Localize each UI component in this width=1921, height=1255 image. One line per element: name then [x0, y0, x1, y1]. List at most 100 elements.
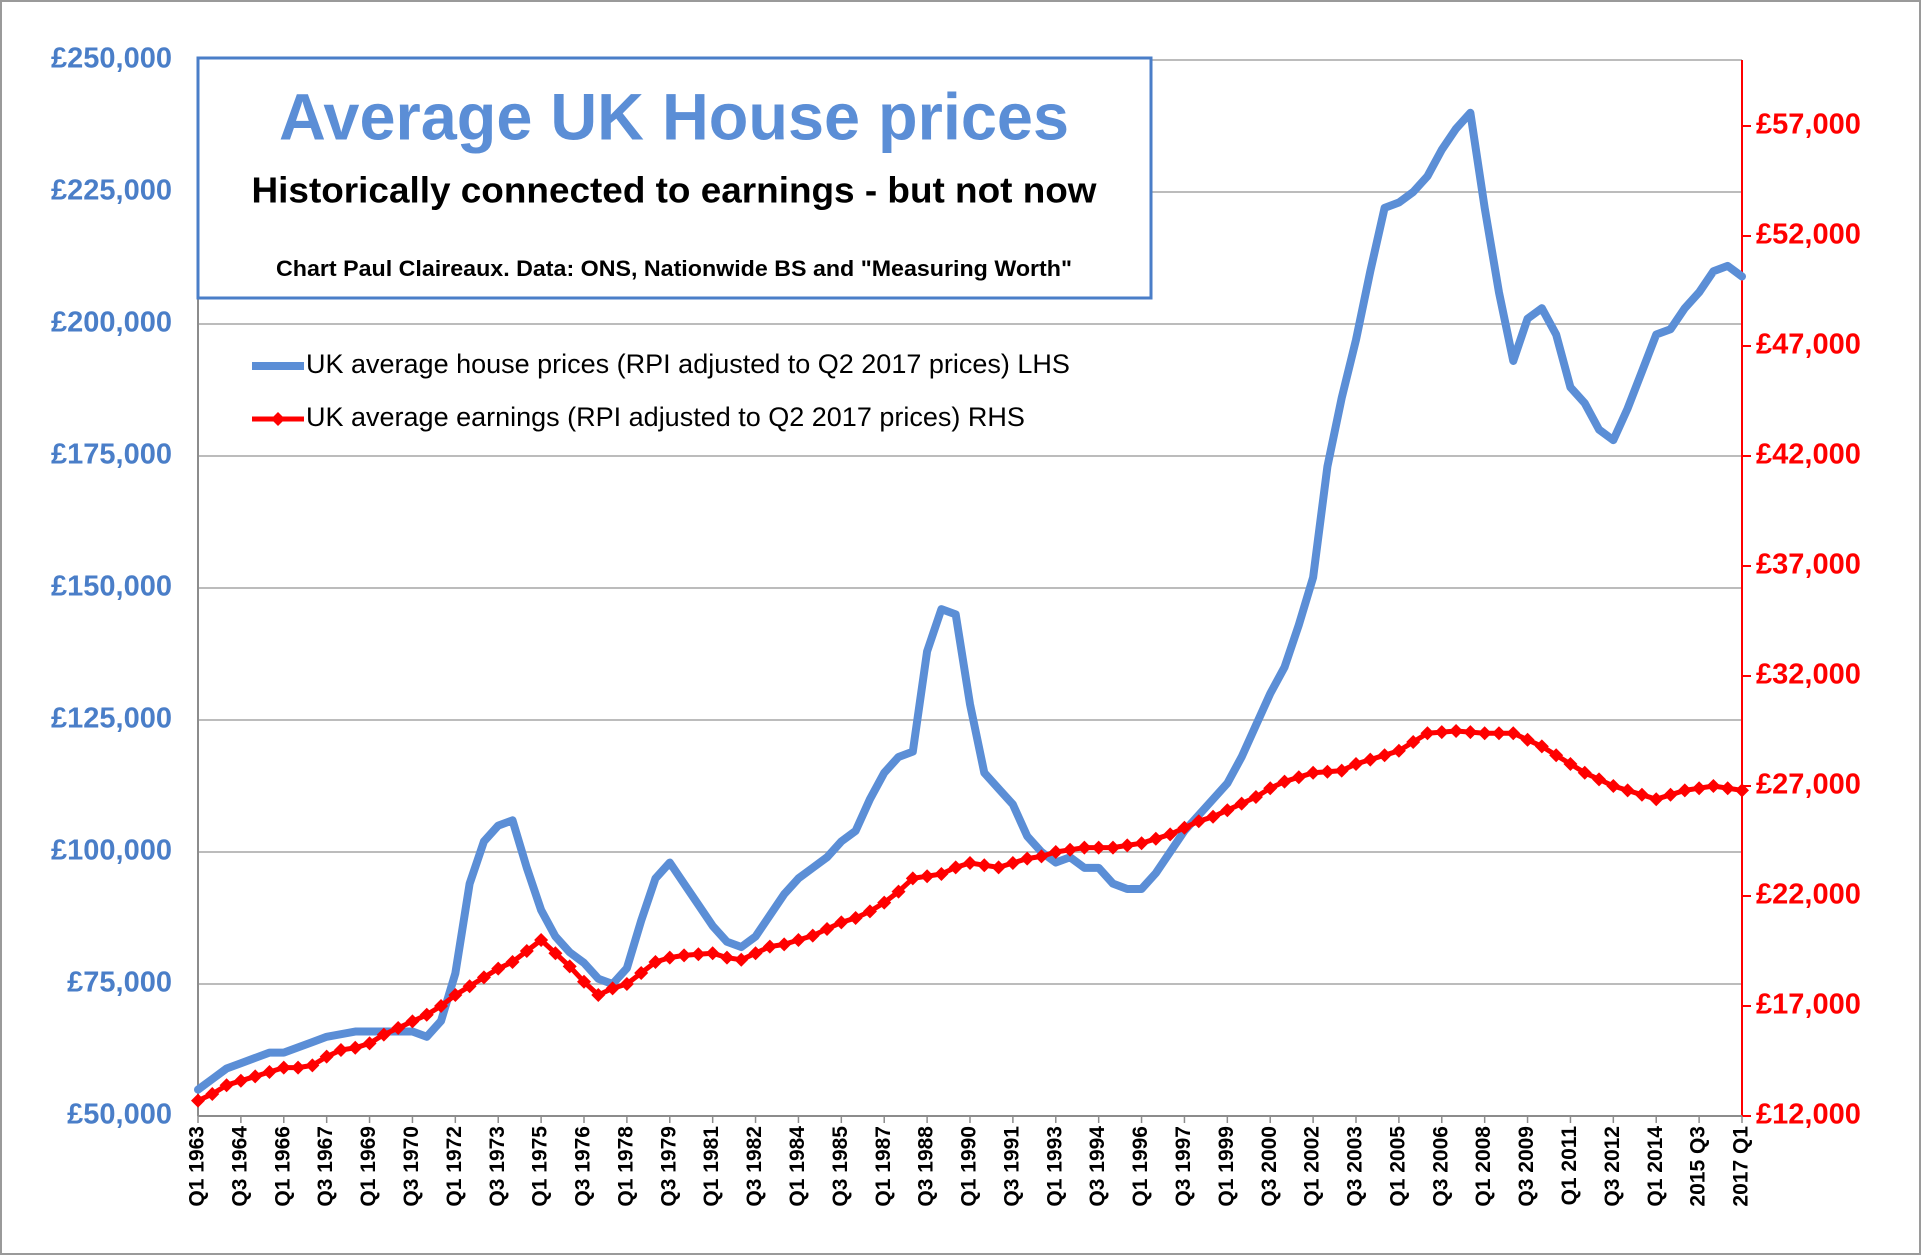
x-tick-label: Q3 1964: [228, 1126, 251, 1207]
series-marker: [319, 1049, 334, 1064]
series-marker: [262, 1065, 277, 1079]
series-marker: [877, 895, 892, 910]
series-marker: [577, 974, 591, 989]
x-tick-label: Q1 1975: [529, 1126, 552, 1207]
grid: £50,000 £75,000 £100,000 £125,000 £150,000 £1…: [51, 43, 1861, 1207]
series-marker: [1391, 743, 1406, 758]
x-tick-label: Q1 1969: [357, 1126, 380, 1207]
x-tick-label: Q1 1990: [958, 1126, 981, 1207]
series-marker: [719, 950, 734, 965]
series-marker: [1506, 726, 1521, 741]
series-marker: [762, 939, 777, 954]
series-marker: [1606, 779, 1621, 793]
series-marker: [1735, 783, 1749, 798]
series-marker: [276, 1060, 291, 1075]
series-marker: [805, 928, 820, 943]
legend-label: UK average house prices (RPI adjusted to…: [306, 349, 1070, 379]
series-marker: [1277, 774, 1292, 789]
series-marker: [1434, 725, 1449, 740]
x-tick-label: Q1 2008: [1472, 1126, 1495, 1207]
series-marker: [1334, 763, 1349, 778]
x-tick-label: Q1 1966: [271, 1126, 294, 1207]
x-tick-label: Q3 1967: [314, 1126, 337, 1207]
series-marker: [476, 970, 491, 985]
source-note: Chart Paul Claireaux. Data: ONS, Nationw…: [276, 256, 1072, 281]
series-marker: [505, 955, 520, 969]
series-marker: [1191, 814, 1206, 829]
x-tick-label: Q1 1996: [1129, 1126, 1152, 1207]
series-marker: [1620, 783, 1635, 798]
series-marker: [434, 999, 449, 1013]
x-tick-label: Q3 1970: [400, 1126, 423, 1207]
series-marker: [1706, 779, 1721, 793]
chart-title: Average UK House prices: [279, 79, 1069, 153]
y2-tick-label: £52,000: [1756, 219, 1861, 251]
series-marker: [905, 871, 920, 886]
chart-subtitle: Historically connected to earnings - but…: [252, 170, 1098, 211]
y-tick-label: £50,000: [67, 1099, 172, 1131]
series-marker: [391, 1021, 406, 1035]
x-tick-label: 2017 Q1: [1730, 1126, 1753, 1207]
x-tick-label: Q3 2003: [1344, 1126, 1367, 1207]
series-marker: [233, 1073, 248, 1088]
x-tick-label: Q3 2012: [1601, 1126, 1624, 1207]
series-marker: [205, 1087, 220, 1101]
y-tick-label: £75,000: [67, 967, 172, 999]
series-marker: [1020, 851, 1035, 866]
series-marker: [1592, 772, 1607, 787]
series-marker: [462, 979, 477, 994]
series-marker: [1048, 845, 1063, 859]
series-marker: [705, 946, 720, 961]
series-marker: [734, 952, 749, 967]
series-marker: [1248, 790, 1263, 804]
series-marker: [891, 884, 906, 899]
legend-marker: [271, 412, 285, 426]
x-tick-label: Q3 2009: [1515, 1126, 1538, 1207]
series-marker: [619, 977, 634, 991]
series-marker: [219, 1078, 234, 1093]
series-marker: [862, 904, 877, 919]
series-marker: [405, 1014, 420, 1029]
x-tick-label: Q1 1984: [786, 1126, 809, 1207]
series-marker: [1377, 748, 1392, 763]
series-marker: [948, 860, 963, 875]
y-tick-label: £200,000: [51, 307, 172, 339]
series-marker: [1420, 726, 1435, 741]
x-tick-label: Q3 1988: [915, 1126, 938, 1207]
x-tick-label: Q3 2000: [1258, 1126, 1281, 1207]
series-marker: [605, 981, 620, 996]
y2-tick-label: £37,000: [1756, 549, 1861, 581]
y-tick-label: £150,000: [51, 571, 172, 603]
y-tick-label: £175,000: [51, 439, 172, 471]
series-marker: [748, 946, 763, 961]
series-marker: [362, 1036, 377, 1051]
series-marker: [1534, 739, 1549, 754]
x-tick-label: Q3 1994: [1086, 1126, 1109, 1207]
series-marker: [1291, 770, 1306, 785]
series-marker: [963, 856, 977, 870]
x-tick-label: Q3 1985: [829, 1126, 852, 1207]
series-marker: [1563, 757, 1578, 771]
x-tick-label: Q1 1978: [614, 1126, 637, 1207]
series-marker: [662, 950, 677, 965]
y-tick-label: £125,000: [51, 703, 172, 735]
series-marker: [534, 933, 549, 947]
series-marker: [920, 869, 935, 884]
title-box: [196, 56, 1153, 300]
series-marker: [791, 933, 806, 947]
series-marker: [1649, 792, 1664, 807]
series-marker: [1463, 725, 1478, 740]
series-line: [194, 108, 1746, 1094]
series-marker: [648, 955, 663, 969]
series-marker: [677, 948, 692, 963]
y2-tick-label: £42,000: [1756, 439, 1861, 471]
x-tick-label: Q3 1973: [486, 1126, 509, 1207]
series-marker: [1449, 724, 1464, 738]
series-marker: [1091, 840, 1106, 855]
x-tick-label: Q1 1987: [872, 1126, 895, 1207]
series-marker: [419, 1007, 434, 1022]
series-marker: [1720, 781, 1735, 796]
x-tick-label: Q3 1976: [572, 1126, 595, 1207]
